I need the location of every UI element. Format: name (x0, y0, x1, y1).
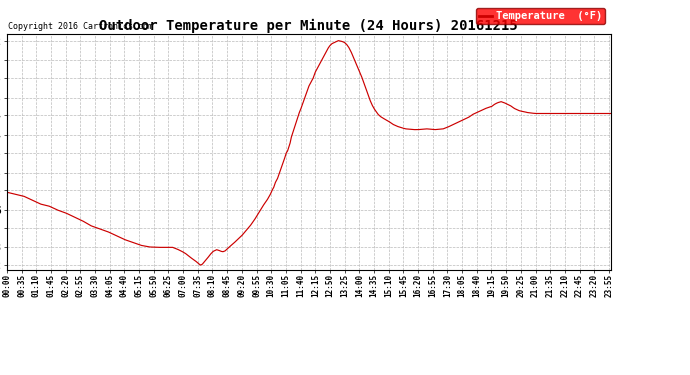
Title: Outdoor Temperature per Minute (24 Hours) 20161215: Outdoor Temperature per Minute (24 Hours… (99, 18, 518, 33)
Legend: Temperature  (°F): Temperature (°F) (476, 8, 605, 24)
Text: Copyright 2016 Cartronics.com: Copyright 2016 Cartronics.com (8, 22, 152, 32)
